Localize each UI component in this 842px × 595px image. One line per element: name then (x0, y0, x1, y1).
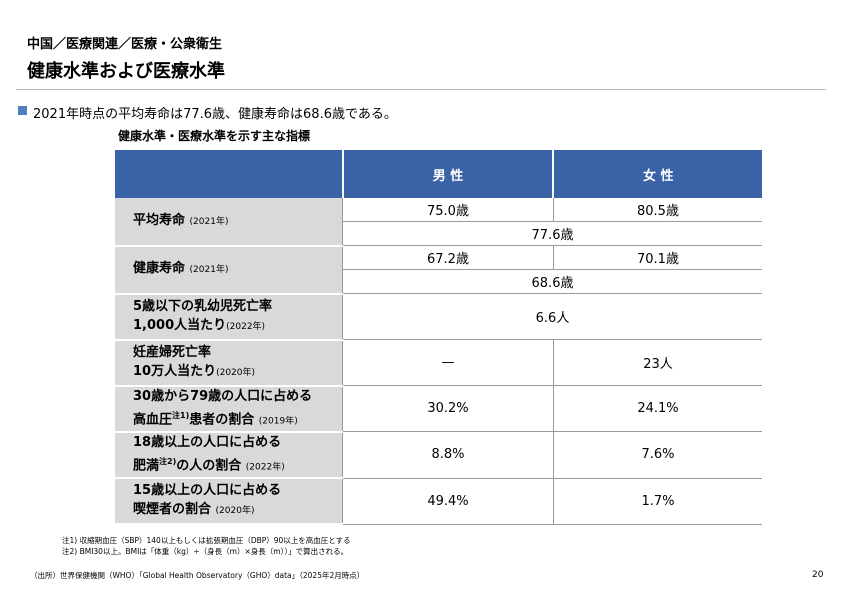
label: 1,000人当たり (133, 317, 227, 333)
summary: 2021年時点の平均寿命は77.6歳、健康寿命は68.6歳である。 (33, 107, 397, 122)
cell: 49.4% (342, 478, 554, 525)
label: 高血圧 (133, 411, 173, 427)
cell: 8.8% (342, 431, 554, 479)
label: 平均寿命 (133, 212, 186, 228)
row-label: 妊産婦死亡率 10万人当たり(2020年) (115, 339, 343, 387)
cell: 7.6% (552, 431, 762, 479)
cell: 77.6歳 (342, 221, 762, 246)
label: 患者の割合 (189, 411, 255, 427)
cell: 68.6歳 (342, 269, 762, 294)
label: 健康寿命 (133, 261, 186, 276)
label: 30歳から79歳の人口に占める (133, 388, 313, 404)
table: 男 性女 性 平均寿命 (2021年) 75.0歳 80.5歳 77.6歳 健康寿命… (115, 150, 762, 526)
cell: 75.0歳 (342, 198, 554, 222)
row-label: 5歳以下の乳幼児死亡率 1,000人当たり(2022年) (115, 293, 343, 341)
label: 18歳以上の人口に占める (133, 434, 282, 450)
note-ref: 注2) (159, 456, 177, 466)
row-label: 15歳以上の人口に占める 喫煙者の割合 (2020年) (115, 478, 343, 526)
label: の人の割合 (176, 458, 242, 474)
label: 10万人当たり (133, 363, 217, 379)
cell: 1.7% (552, 478, 762, 525)
cell: 67.2歳 (342, 245, 554, 270)
note-ref: 注1) (172, 410, 190, 420)
bullet (18, 106, 27, 115)
footnote: 注1) 収縮期血圧（SBP）140以上もしくは拡張期血圧（DBP）90以上を高血… (62, 536, 351, 545)
col-header: 男 性 (341, 150, 554, 198)
row-label: 平均寿命 (2021年) (115, 198, 343, 247)
label: 15歳以上の人口に占める (133, 483, 282, 499)
col-header: 女 性 (552, 150, 762, 198)
label: 5歳以下の乳幼児死亡率 (133, 298, 273, 314)
label: 妊産婦死亡率 (133, 344, 212, 360)
corner (115, 150, 343, 198)
cell: 6.6人 (342, 293, 762, 340)
label: 喫煙者の割合 (133, 502, 212, 518)
cell: 24.1% (552, 385, 762, 433)
year: (2021年) (189, 265, 229, 275)
table-title: 健康水準・医療水準を示す主な指標 (118, 129, 311, 143)
label: 肥満 (133, 458, 160, 474)
row-label: 健康寿命 (2021年) (115, 245, 343, 295)
cell: 80.5歳 (552, 198, 762, 222)
row-label: 30歳から79歳の人口に占める 高血圧注1)患者の割合 (2019年) (115, 385, 343, 433)
year: (2019年) (258, 415, 298, 426)
cell: 30.2% (342, 385, 554, 433)
rule (16, 89, 826, 90)
page-number: 20 (812, 570, 824, 580)
cell: 23人 (552, 339, 762, 386)
cell: — (342, 339, 554, 386)
title: 健康水準および医療水準 (27, 61, 225, 82)
cell: 70.1歳 (552, 245, 762, 270)
row-label: 18歳以上の人口に占める 肥満注2)の人の割合 (2022年) (115, 431, 343, 480)
breadcrumb: 中国／医療関連／医療・公衆衛生 (27, 37, 223, 52)
year: (2020年) (216, 367, 256, 378)
year: (2020年) (215, 506, 255, 517)
source: （出所）世界保健機関（WHO）「Global Health Observator… (30, 571, 365, 580)
footnote: 注2) BMI30以上。BMIは「体重（kg）÷（身長（m）×身長（m））」で算… (62, 547, 349, 556)
year: (2022年) (226, 321, 266, 332)
year: (2022年) (245, 462, 285, 473)
year: (2021年) (189, 216, 229, 227)
